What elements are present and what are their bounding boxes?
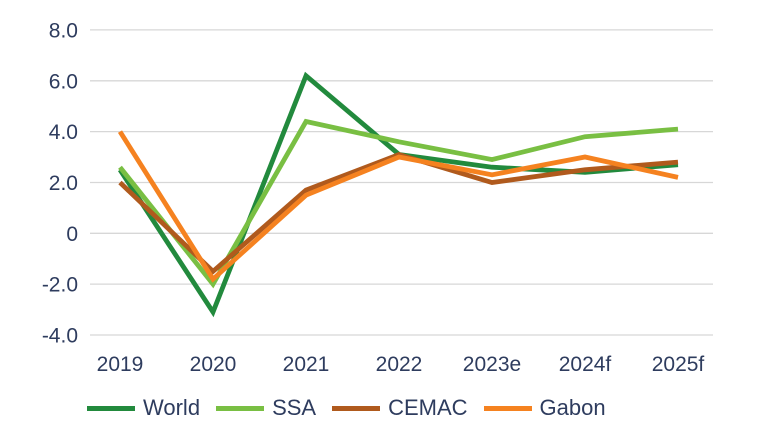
legend-item-ssa: SSA xyxy=(216,395,316,421)
legend-item-gabon: Gabon xyxy=(483,395,606,421)
y-axis-tick-label: 2.0 xyxy=(49,172,78,195)
y-axis-tick-label: 6.0 xyxy=(49,70,78,93)
series-line-world xyxy=(117,71,679,318)
x-axis-tick-label: 2024f xyxy=(559,353,612,376)
series-line-gabon xyxy=(117,130,679,283)
legend-label-cemac: CEMAC xyxy=(388,395,468,420)
y-axis-tick-label: 8.0 xyxy=(49,19,78,42)
legend-swatch-gabon xyxy=(483,405,532,411)
chart-legend: World SSA CEMAC Gabon xyxy=(87,395,622,421)
legend-label-gabon: Gabon xyxy=(539,395,606,420)
x-axis-tick-label: 2019 xyxy=(97,353,144,376)
y-axis-tick-label: 4.0 xyxy=(49,121,78,144)
legend-swatch-cemac xyxy=(332,405,381,411)
x-axis-tick-label: 2020 xyxy=(190,353,237,376)
plot-area: 8.0 6.0 4.0 2.0 0 -2.0 -4.0 2019 2020 2021 2022 202… xyxy=(42,19,713,376)
legend-swatch-world xyxy=(87,405,135,411)
x-axis-tick-label: 2023e xyxy=(463,353,521,376)
legend-swatch-ssa xyxy=(216,405,265,411)
y-axis-tick-label: 0 xyxy=(66,223,78,246)
series-line-ssa xyxy=(118,118,679,289)
legend-label-world: World xyxy=(143,395,201,420)
legend-item-cemac: CEMAC xyxy=(332,395,468,421)
legend-item-world: World xyxy=(87,395,200,421)
y-axis-tick-label: -4.0 xyxy=(42,325,78,348)
y-axis-tick-label: -2.0 xyxy=(42,274,78,297)
x-axis-tick-label: 2022 xyxy=(376,353,423,376)
series-line-cemac xyxy=(118,151,679,275)
x-axis-tick-label: 2025f xyxy=(652,353,705,376)
x-axis-tick-label: 2021 xyxy=(283,353,330,376)
legend-label-ssa: SSA xyxy=(272,395,317,420)
